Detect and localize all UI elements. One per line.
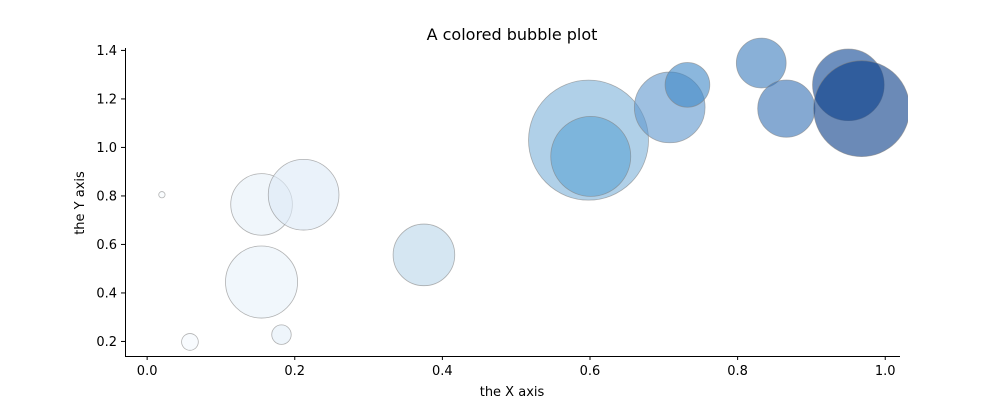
y-tick-label: 0.4	[96, 286, 117, 301]
x-tick-label: 1.0	[875, 364, 896, 379]
bubbles-group	[158, 37, 908, 351]
bubble-point-7	[392, 223, 456, 287]
y-ticks: 0.2 0.4 0.6 0.8 1.0 1.2 1.4	[96, 44, 125, 350]
x-tick-label: 0.0	[137, 364, 158, 379]
x-ticks: 0.0 0.2 0.4 0.6 0.8 1.0	[137, 356, 896, 379]
y-tick-label: 1.4	[96, 44, 117, 59]
y-axis-label: the Y axis	[73, 171, 88, 235]
chart-title: A colored bubble plot	[427, 25, 598, 44]
y-tick-label: 1.0	[96, 141, 117, 156]
x-tick-label: 0.8	[727, 364, 748, 379]
x-tick-label: 0.2	[284, 364, 305, 379]
bubble-point-9	[550, 116, 632, 197]
bubble-point-15	[813, 60, 908, 157]
x-tick-label: 0.4	[432, 364, 453, 379]
x-tick-label: 0.6	[580, 364, 601, 379]
x-axis-label: the X axis	[480, 385, 545, 400]
bubble-point-13	[757, 79, 816, 138]
bubble-point-2	[181, 333, 199, 351]
bubble-point-11	[664, 62, 711, 108]
y-tick-label: 0.6	[96, 238, 117, 253]
bubble-point-5	[271, 324, 292, 345]
y-tick-label: 0.2	[96, 335, 117, 350]
y-tick-label: 1.2	[96, 92, 117, 107]
y-tick-label: 0.8	[96, 189, 117, 204]
bubble-point-12	[735, 37, 787, 89]
bubble-point-3	[225, 245, 299, 319]
bubble-point-1	[158, 191, 166, 199]
bubble-point-6	[267, 158, 340, 231]
